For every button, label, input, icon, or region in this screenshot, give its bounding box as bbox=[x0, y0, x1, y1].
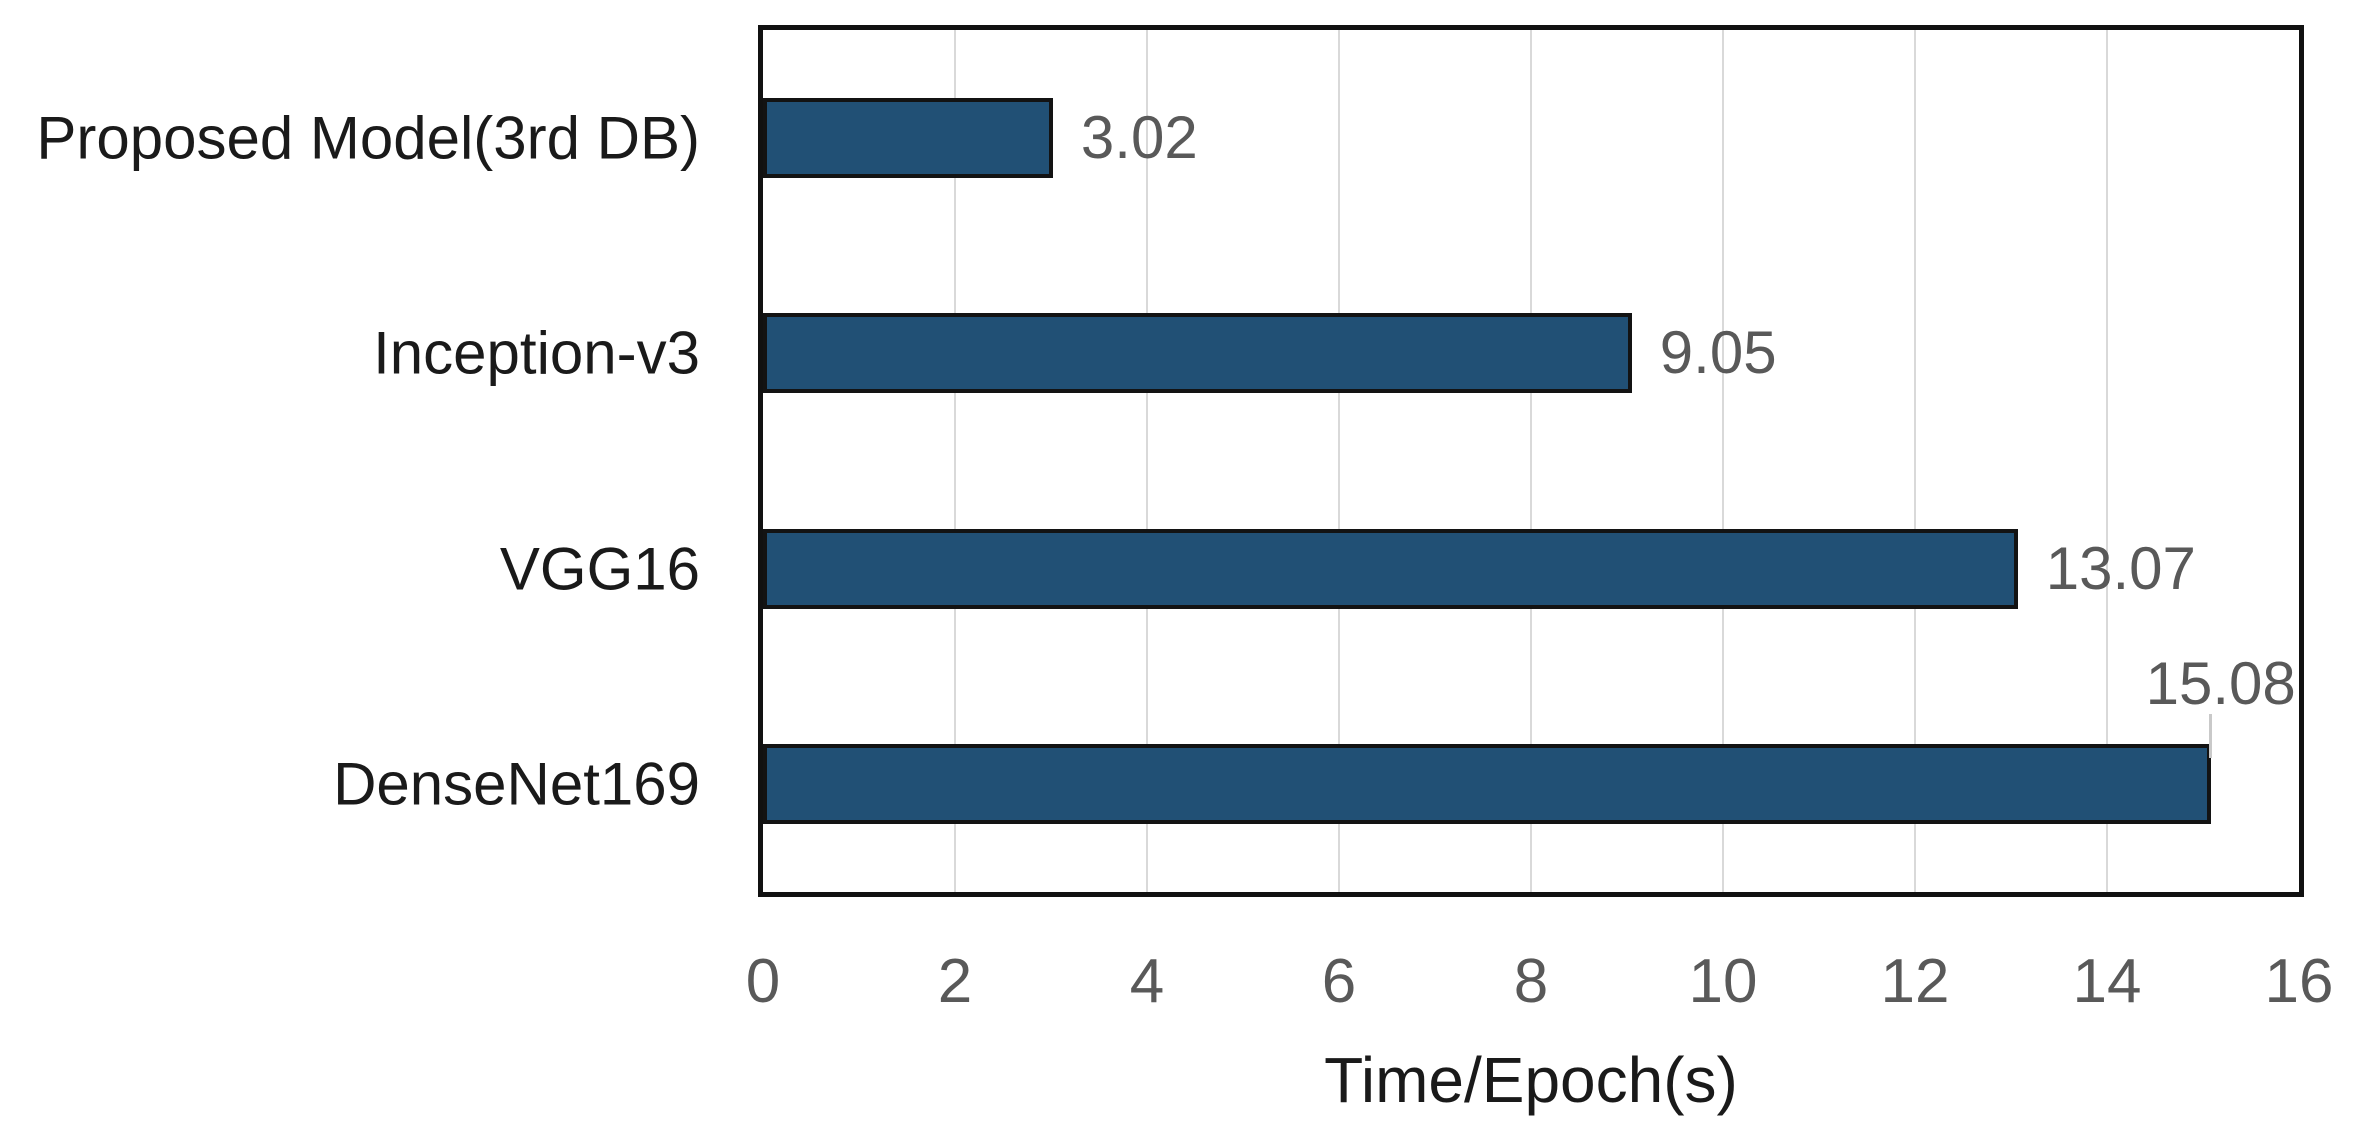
bar bbox=[763, 313, 1632, 394]
gridline bbox=[1530, 30, 1532, 892]
gridline bbox=[1146, 30, 1148, 892]
x-axis-title: Time/Epoch(s) bbox=[1324, 1044, 1738, 1116]
bar bbox=[763, 97, 1053, 178]
bar-value-label: 9.05 bbox=[1659, 319, 1777, 387]
x-tick-label: 16 bbox=[2264, 947, 2334, 1016]
x-tick-label: 2 bbox=[937, 947, 973, 1016]
gridline bbox=[2106, 30, 2108, 892]
gridline bbox=[1722, 30, 1724, 892]
x-tick-label: 6 bbox=[1321, 947, 1357, 1016]
x-tick-label: 8 bbox=[1513, 947, 1549, 1016]
leader-line bbox=[2208, 714, 2212, 759]
gridline bbox=[954, 30, 956, 892]
category-label: Proposed Model(3rd DB) bbox=[36, 104, 700, 172]
x-tick-label: 14 bbox=[2072, 947, 2142, 1016]
x-tick-label: 12 bbox=[1880, 947, 1950, 1016]
gridline bbox=[1914, 30, 1916, 892]
category-label: DenseNet169 bbox=[333, 750, 700, 818]
bar-value-label: 13.07 bbox=[2045, 534, 2196, 602]
bar bbox=[763, 744, 2211, 825]
x-tick-label: 10 bbox=[1688, 947, 1758, 1016]
bar-value-label: 15.08 bbox=[2145, 650, 2296, 718]
bar-value-label: 3.02 bbox=[1080, 103, 1198, 171]
category-label: Inception-v3 bbox=[373, 319, 700, 387]
bar bbox=[763, 528, 2018, 609]
gridline bbox=[1338, 30, 1340, 892]
x-tick-label: 0 bbox=[745, 947, 781, 1016]
category-label: VGG16 bbox=[499, 535, 700, 603]
x-tick-label: 4 bbox=[1129, 947, 1165, 1016]
